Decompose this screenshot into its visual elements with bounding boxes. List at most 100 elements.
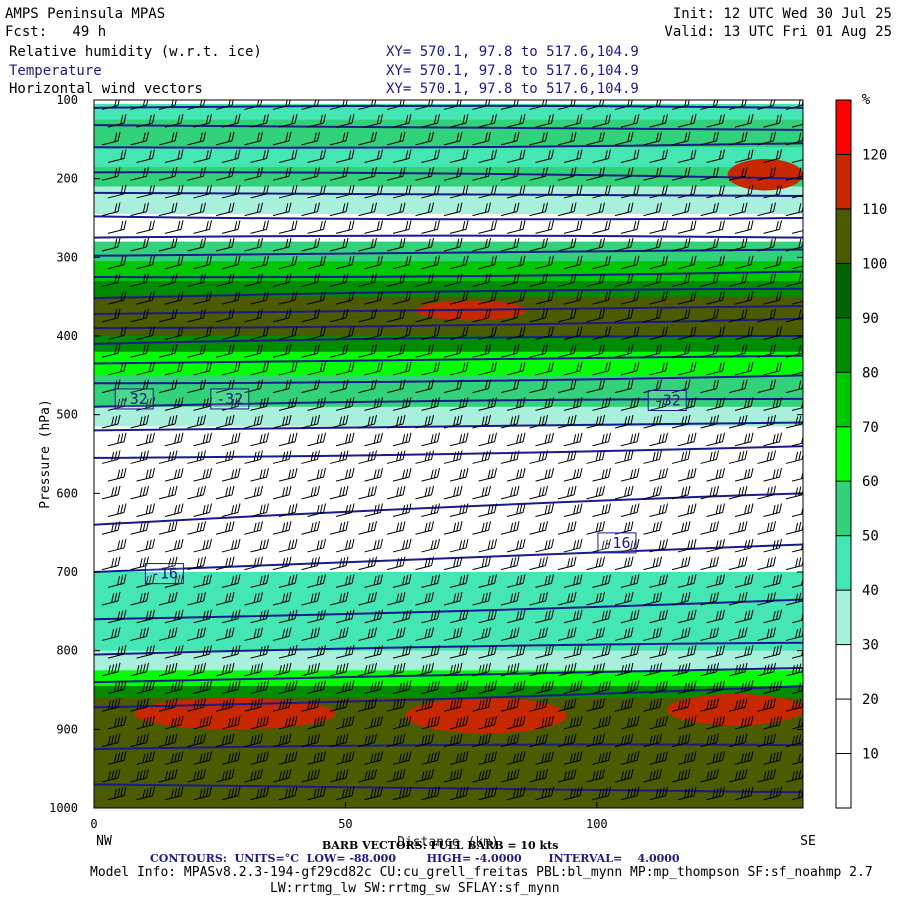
barb-feather: [174, 100, 177, 106]
barb-feather: [801, 204, 803, 212]
barb-feather: [120, 575, 124, 585]
barb-feather: [174, 202, 178, 212]
y-tick-label: 100: [56, 93, 78, 107]
barb-feather: [750, 538, 754, 549]
barb-feather: [402, 237, 406, 248]
barb-feather: [262, 362, 266, 372]
barb-feather: [370, 238, 374, 248]
barb-feather: [370, 274, 374, 284]
wind-barb: [472, 308, 491, 323]
barb-feather: [601, 505, 605, 515]
barb-feather: [114, 521, 118, 532]
barb-feather: [769, 309, 773, 319]
barb-feather: [342, 380, 346, 390]
barb-feather: [484, 274, 488, 284]
barb-feather: [744, 308, 748, 318]
wind-barb: [386, 100, 405, 110]
barb-feather: [373, 398, 377, 409]
barb-feather: [805, 221, 807, 230]
wind-barb: [671, 273, 691, 287]
barb-feather: [795, 522, 799, 532]
wind-barb: [671, 556, 691, 571]
wind-barb: [215, 167, 235, 181]
barb-feather: [317, 237, 320, 248]
barb-feather: [262, 504, 266, 514]
wind-barb: [443, 556, 463, 571]
wind-barb: [221, 114, 241, 128]
barb-feather: [465, 255, 469, 265]
barb-feather: [408, 149, 412, 159]
wind-barb: [763, 397, 782, 411]
barb-feather: [117, 521, 121, 531]
barb-feather: [177, 185, 181, 195]
barb-feather: [465, 361, 469, 372]
wind-barb: [472, 485, 491, 500]
wind-barb: [785, 380, 803, 394]
barb-feather: [285, 344, 289, 355]
barb-feather: [114, 486, 118, 496]
barb-feather: [123, 503, 127, 513]
barb-feather: [405, 221, 409, 231]
barb-feather: [319, 468, 323, 479]
barb-feather: [573, 398, 577, 409]
barb-feather: [519, 362, 523, 372]
barb-feather: [323, 538, 326, 549]
y-axis-label: Pressure (hPa): [38, 399, 53, 509]
barb-feather: [608, 114, 611, 124]
barb-feather: [288, 273, 292, 283]
wind-barb: [392, 538, 412, 553]
barb-feather: [120, 539, 124, 549]
barb-feather: [484, 380, 488, 390]
barb-feather: [522, 220, 526, 230]
barb-feather: [433, 114, 437, 125]
barb-feather: [747, 114, 751, 125]
barb-feather: [431, 131, 434, 141]
barb-feather: [484, 521, 488, 532]
barb-feather: [684, 132, 688, 142]
barb-feather: [225, 451, 229, 462]
barb-feather: [376, 221, 380, 231]
barb-feather: [808, 397, 810, 406]
barb-feather: [408, 361, 412, 372]
wind-barb: [215, 237, 235, 252]
barb-feather: [522, 468, 526, 478]
wind-barb: [592, 503, 611, 518]
wind-barb: [643, 414, 662, 429]
barb-feather: [231, 414, 235, 425]
barb-feather: [225, 487, 229, 497]
wind-barb: [535, 538, 554, 553]
wind-barb: [443, 308, 463, 323]
barb-feather: [285, 451, 289, 461]
wind-barb: [643, 237, 662, 252]
wind-barb: [130, 556, 149, 571]
barb-feather: [177, 575, 181, 585]
barb-feather: [310, 522, 314, 532]
barb-feather: [437, 397, 440, 407]
wind-barb: [187, 237, 206, 252]
barb-feather: [630, 273, 634, 283]
barb-feather: [595, 522, 599, 532]
barb-feather: [772, 398, 776, 409]
barb-feather: [291, 504, 295, 514]
wind-barb: [307, 574, 326, 588]
barb-feather: [712, 100, 716, 107]
barb-feather: [775, 185, 779, 195]
barb-feather: [608, 184, 611, 195]
barb-feather: [231, 485, 235, 495]
barb-feather: [317, 100, 320, 106]
barb-feather: [345, 485, 349, 495]
wind-barb: [757, 273, 776, 287]
wind-barb: [329, 131, 349, 146]
barb-feather: [114, 100, 117, 107]
barb-feather: [114, 167, 118, 178]
barb-feather: [741, 203, 745, 213]
barb-feather: [513, 380, 517, 390]
wind-barb: [649, 468, 668, 482]
barb-feather: [231, 379, 235, 389]
barb-feather: [519, 468, 523, 479]
barb-feather: [205, 362, 209, 372]
barb-feather: [424, 558, 428, 568]
barb-feather: [693, 114, 697, 124]
barb-feather: [205, 327, 209, 337]
colorbar-label: 60: [862, 474, 879, 490]
